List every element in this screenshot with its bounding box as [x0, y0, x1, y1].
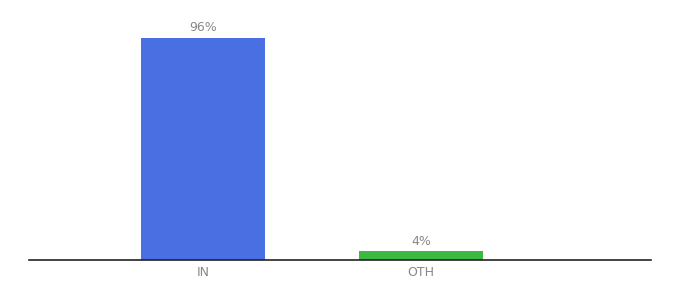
Text: 96%: 96% [189, 21, 217, 34]
Text: 4%: 4% [411, 235, 431, 248]
Bar [141, 38, 265, 260]
Bar [358, 251, 483, 260]
